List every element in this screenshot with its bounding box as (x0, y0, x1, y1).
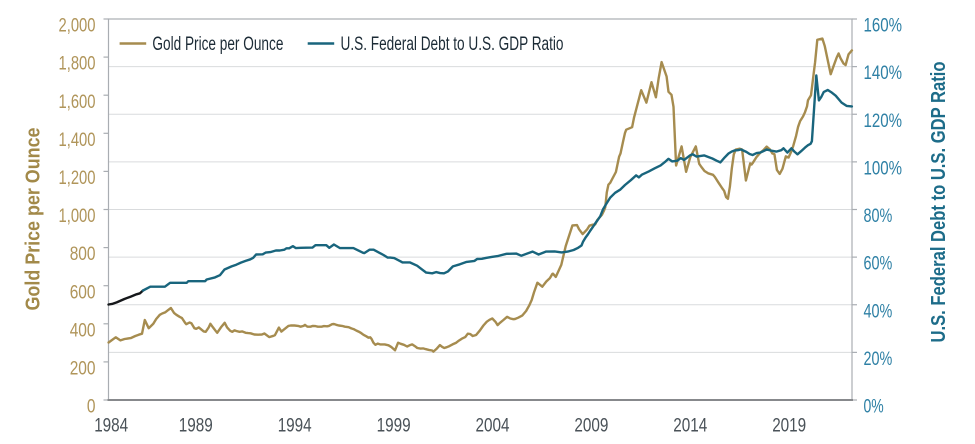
svg-text:U.S. Federal Debt to U.S. GDP: U.S. Federal Debt to U.S. GDP Ratio (928, 62, 950, 343)
svg-text:160%: 160% (864, 16, 903, 37)
svg-text:80%: 80% (864, 206, 893, 227)
svg-text:1,200: 1,200 (59, 168, 96, 189)
svg-text:120%: 120% (864, 111, 903, 132)
svg-text:1999: 1999 (377, 415, 411, 436)
svg-text:0: 0 (87, 397, 96, 418)
svg-text:140%: 140% (864, 63, 903, 84)
svg-text:U.S. Federal Debt to U.S. GDP: U.S. Federal Debt to U.S. GDP Ratio (341, 34, 564, 55)
svg-text:1,800: 1,800 (59, 54, 96, 75)
svg-text:2,000: 2,000 (59, 16, 96, 37)
svg-text:2004: 2004 (476, 415, 510, 436)
svg-text:600: 600 (70, 282, 96, 303)
svg-text:1989: 1989 (179, 415, 213, 436)
svg-text:Gold Price per Ounce: Gold Price per Ounce (23, 128, 45, 311)
svg-text:1,400: 1,400 (59, 130, 96, 151)
svg-text:2009: 2009 (574, 415, 608, 436)
svg-text:2019: 2019 (772, 415, 806, 436)
svg-text:0%: 0% (864, 397, 884, 418)
svg-text:800: 800 (70, 244, 96, 265)
svg-text:60%: 60% (864, 254, 893, 275)
svg-text:20%: 20% (864, 349, 893, 370)
svg-text:100%: 100% (864, 159, 903, 180)
svg-text:Gold Price per Ounce: Gold Price per Ounce (152, 34, 283, 55)
svg-text:1994: 1994 (278, 415, 312, 436)
svg-text:1,600: 1,600 (59, 92, 96, 113)
svg-text:40%: 40% (864, 301, 893, 322)
svg-text:1,000: 1,000 (59, 206, 96, 227)
svg-text:400: 400 (70, 320, 96, 341)
svg-text:200: 200 (70, 359, 96, 380)
svg-text:1984: 1984 (94, 415, 128, 436)
svg-text:2014: 2014 (673, 415, 707, 436)
